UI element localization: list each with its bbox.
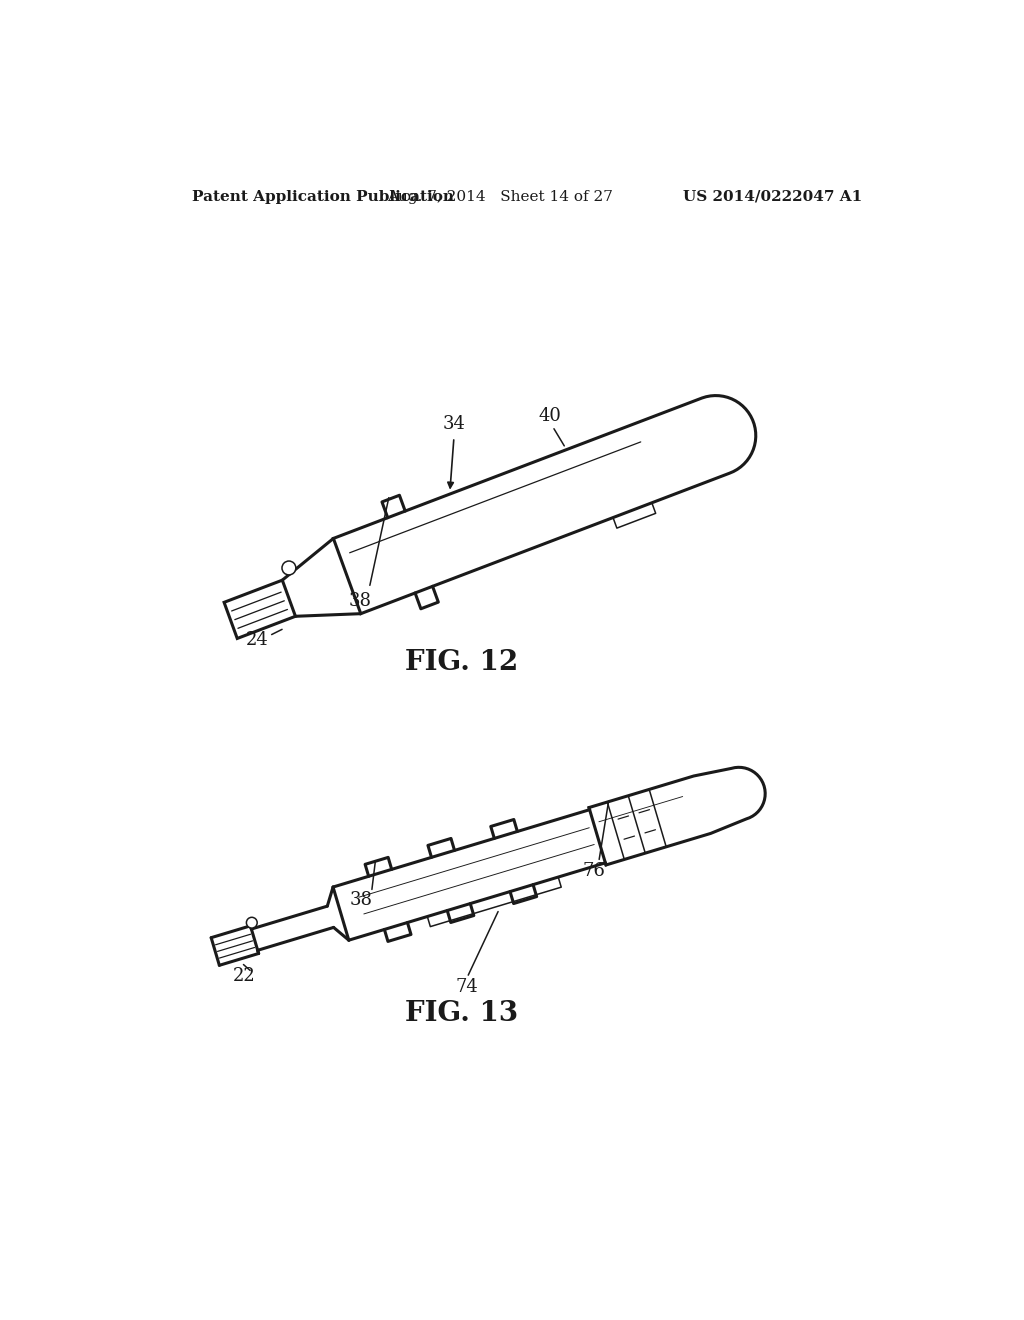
- Text: 38: 38: [348, 593, 372, 610]
- Text: 76: 76: [583, 862, 605, 879]
- Polygon shape: [224, 581, 296, 639]
- Circle shape: [247, 917, 257, 928]
- Text: 38: 38: [350, 891, 373, 909]
- Text: Aug. 7, 2014   Sheet 14 of 27: Aug. 7, 2014 Sheet 14 of 27: [387, 190, 613, 203]
- Text: FIG. 13: FIG. 13: [406, 999, 518, 1027]
- Text: 34: 34: [442, 414, 465, 433]
- Text: 22: 22: [233, 968, 256, 985]
- Text: Patent Application Publication: Patent Application Publication: [193, 190, 455, 203]
- Text: 40: 40: [539, 408, 561, 425]
- Text: 74: 74: [456, 978, 478, 995]
- Text: US 2014/0222047 A1: US 2014/0222047 A1: [683, 190, 862, 203]
- Circle shape: [282, 561, 296, 576]
- Text: 24: 24: [246, 631, 269, 648]
- Text: FIG. 12: FIG. 12: [406, 649, 518, 676]
- Polygon shape: [334, 396, 756, 614]
- Polygon shape: [589, 767, 765, 865]
